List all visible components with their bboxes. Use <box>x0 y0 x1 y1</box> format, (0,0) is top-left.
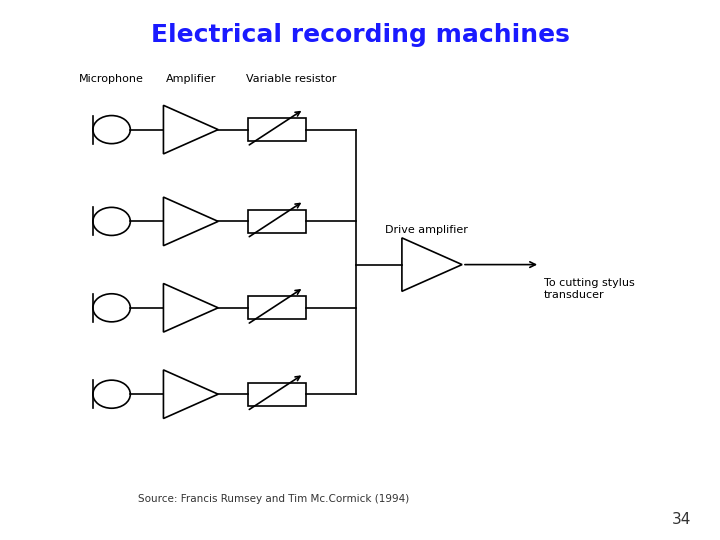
Bar <box>248 383 306 406</box>
Text: To cutting stylus
transducer: To cutting stylus transducer <box>544 278 634 300</box>
Text: Electrical recording machines: Electrical recording machines <box>150 23 570 47</box>
Bar <box>248 210 306 233</box>
Text: Variable resistor: Variable resistor <box>246 73 337 84</box>
Text: 34: 34 <box>672 512 691 527</box>
Text: Drive amplifier: Drive amplifier <box>385 225 468 235</box>
Bar <box>248 296 306 319</box>
Text: Microphone: Microphone <box>79 73 144 84</box>
Text: Source: Francis Rumsey and Tim Mc.Cormick (1994): Source: Francis Rumsey and Tim Mc.Cormic… <box>138 495 409 504</box>
Text: Amplifier: Amplifier <box>166 73 216 84</box>
Bar <box>248 118 306 141</box>
